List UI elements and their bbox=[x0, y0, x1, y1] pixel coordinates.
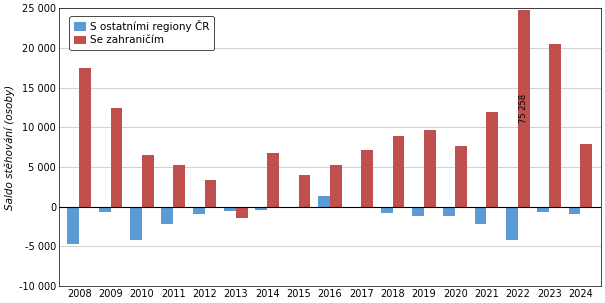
Bar bbox=[518, 10, 530, 207]
Bar bbox=[67, 207, 79, 244]
Bar bbox=[192, 207, 204, 214]
Bar bbox=[537, 207, 549, 212]
Bar bbox=[79, 68, 91, 207]
Bar bbox=[486, 112, 499, 207]
Legend: S ostatními regiony ČR, Se zahraničím: S ostatními regiony ČR, Se zahraničím bbox=[70, 16, 214, 50]
Bar bbox=[204, 181, 217, 207]
Bar bbox=[267, 153, 279, 207]
Bar bbox=[569, 207, 580, 214]
Bar bbox=[580, 144, 592, 207]
Bar bbox=[318, 195, 330, 207]
Bar bbox=[381, 207, 393, 213]
Bar bbox=[361, 150, 373, 207]
Bar bbox=[99, 207, 111, 212]
Bar bbox=[173, 165, 185, 207]
Bar bbox=[287, 207, 298, 208]
Bar bbox=[349, 207, 361, 208]
Bar bbox=[142, 155, 154, 207]
Bar bbox=[455, 145, 467, 207]
Y-axis label: Saldo stěhování (osoby): Saldo stěhování (osoby) bbox=[4, 85, 15, 210]
Bar bbox=[393, 136, 404, 207]
Bar bbox=[549, 44, 561, 207]
Bar bbox=[162, 207, 173, 224]
Bar bbox=[443, 207, 455, 216]
Bar bbox=[224, 207, 236, 211]
Bar bbox=[111, 108, 122, 207]
Bar bbox=[130, 207, 142, 240]
Bar bbox=[298, 175, 310, 207]
Text: 75 258: 75 258 bbox=[519, 94, 528, 123]
Bar bbox=[330, 165, 342, 207]
Bar bbox=[424, 130, 436, 207]
Bar bbox=[236, 207, 248, 218]
Bar bbox=[474, 207, 486, 224]
Bar bbox=[412, 207, 424, 216]
Bar bbox=[255, 207, 267, 210]
Bar bbox=[506, 207, 518, 240]
